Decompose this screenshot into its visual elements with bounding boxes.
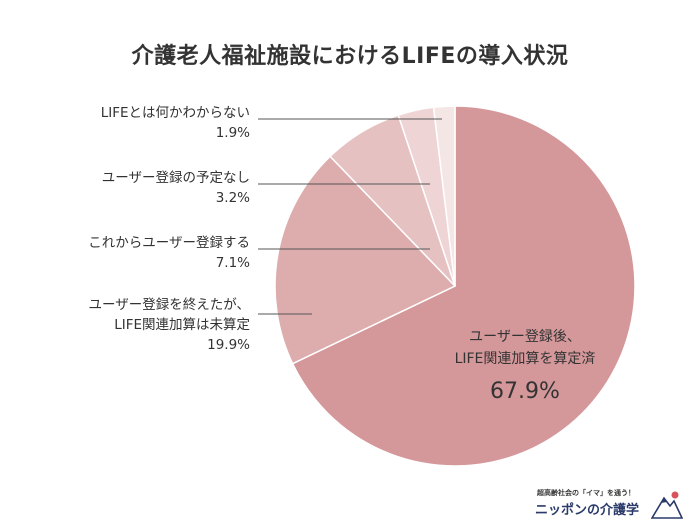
slice-label-no-plan: ユーザー登録の予定なし 3.2%: [102, 168, 250, 208]
slice-registered-claimed: [291, 105, 636, 467]
logo-name: ニッポンの介護学: [535, 503, 640, 518]
slice-label-text: これからユーザー登録する: [88, 235, 250, 251]
chart-title: 介護老人福祉施設におけるLIFEの導入状況: [131, 44, 569, 69]
site-logo: 超高齢社会の「イマ」を通う！ ニッポンの介護学: [535, 488, 685, 522]
mountain-icon: [651, 491, 683, 519]
slice-label-text: ユーザー登録を終えたが、: [88, 297, 250, 313]
slice-label-text: LIFE関連加算は未算定: [114, 317, 250, 333]
slice-value-label: 7.1%: [215, 255, 250, 271]
slice-unknown: [432, 105, 456, 287]
slice-label-registered-claimed: ユーザー登録後、 LIFE関連加算を算定済 67.9%: [400, 326, 650, 408]
slice-value-label: 1.9%: [215, 125, 250, 141]
slice-value-label: 67.9%: [490, 379, 560, 404]
slice-label-unknown: LIFEとは何かわからない 1.9%: [101, 103, 250, 143]
logo-tagline: 超高齢社会の「イマ」を通う！: [537, 489, 635, 497]
slice-label-text: LIFE関連加算を算定済: [454, 351, 596, 367]
slice-value-label: 19.9%: [207, 337, 250, 353]
slice-label-text: LIFEとは何かわからない: [100, 105, 250, 121]
slice-value-label: 3.2%: [215, 190, 250, 206]
slice-label-will-register: これからユーザー登録する 7.1%: [88, 233, 250, 273]
slice-registered-not-claimed: [274, 155, 457, 365]
slice-label-text: ユーザー登録後、: [469, 329, 581, 345]
slice-label-registered-not-claimed: ユーザー登録を終えたが、 LIFE関連加算は未算定 19.9%: [89, 295, 250, 355]
slice-label-text: ユーザー登録の予定なし: [101, 170, 250, 186]
